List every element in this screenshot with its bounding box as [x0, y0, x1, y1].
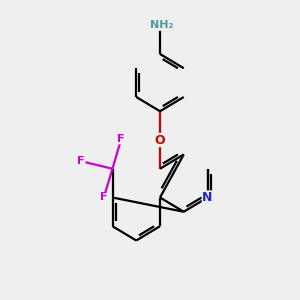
Text: N: N	[202, 191, 213, 204]
Text: F: F	[77, 156, 85, 166]
Text: O: O	[155, 134, 165, 146]
Text: NH₂: NH₂	[150, 20, 173, 30]
Text: F: F	[100, 193, 107, 202]
Text: F: F	[118, 134, 125, 144]
